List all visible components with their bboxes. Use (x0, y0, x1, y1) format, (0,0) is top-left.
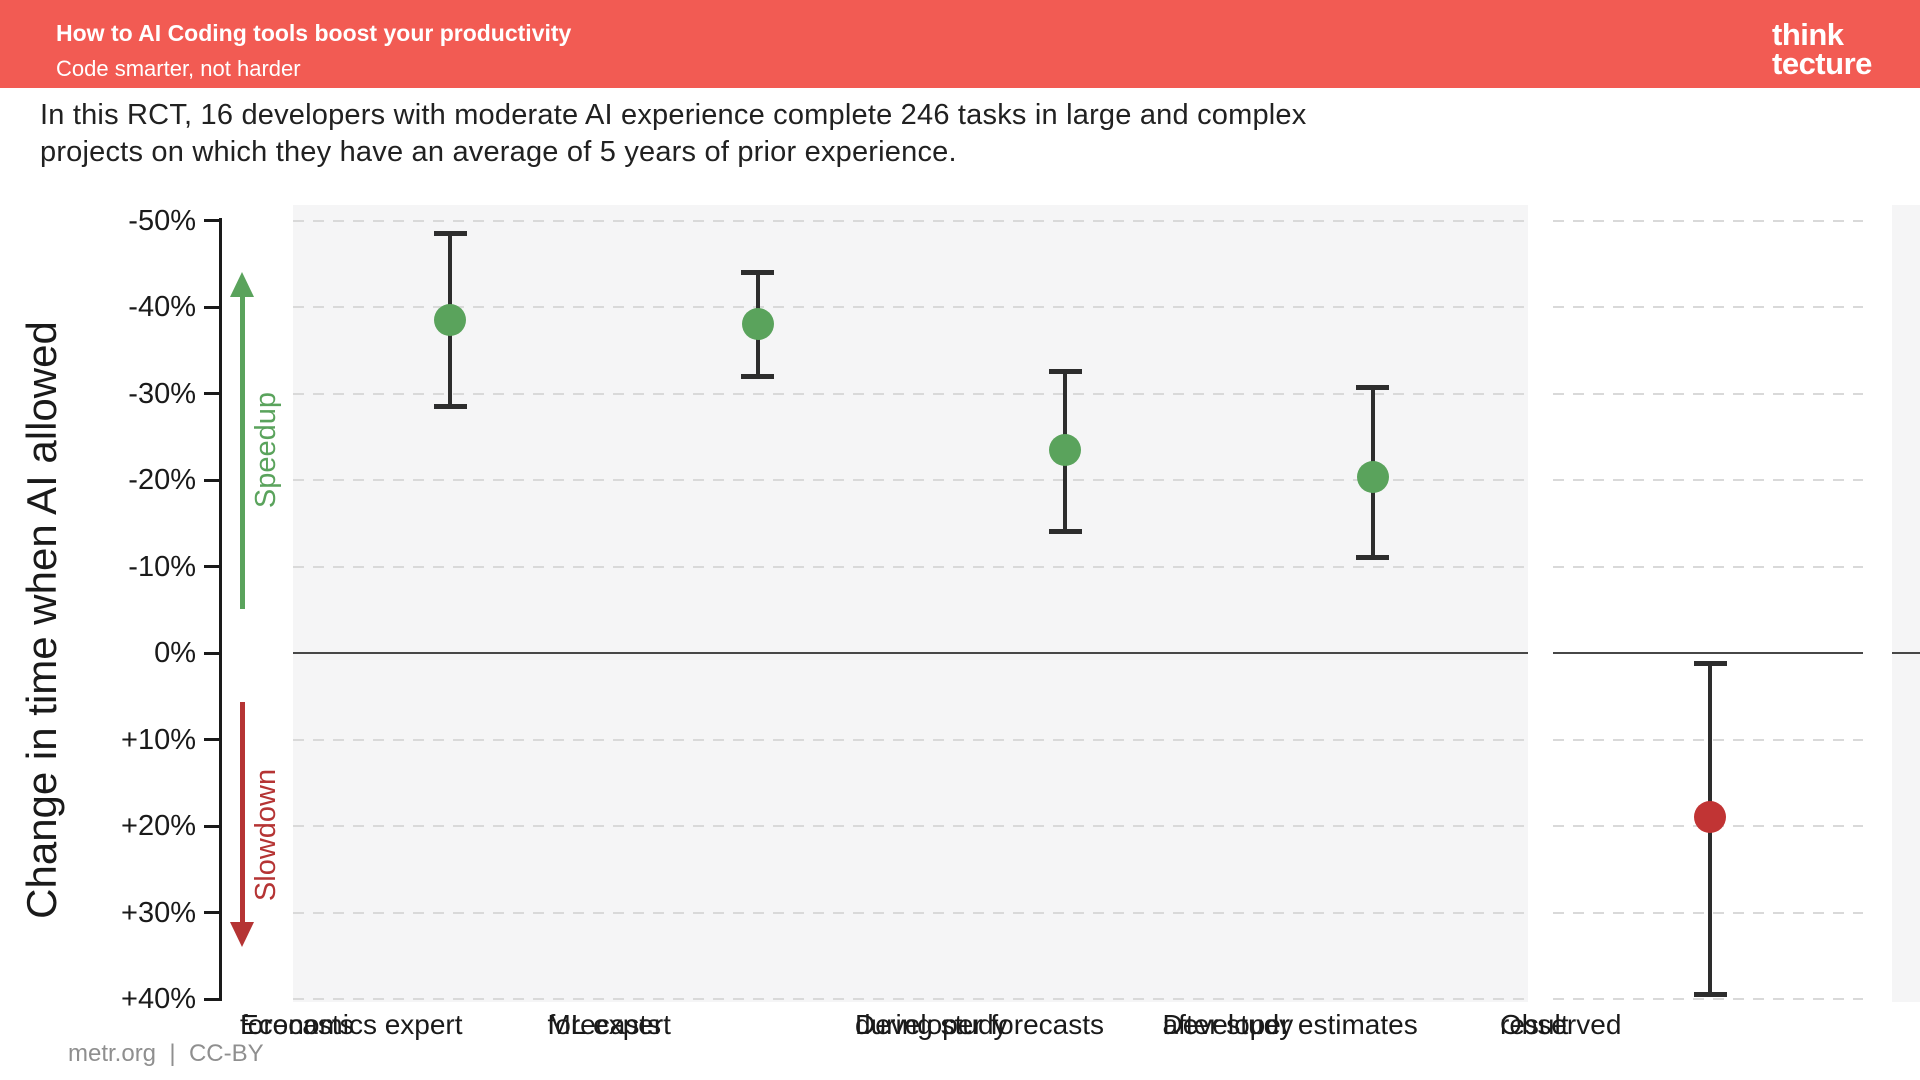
y-axis-tick (204, 478, 220, 482)
y-axis-tick (204, 824, 220, 828)
x-axis-category-label-line: Economics expert (240, 1009, 463, 1040)
zero-line (1553, 652, 1863, 654)
slowdown-label: Slowdown (250, 768, 282, 902)
x-axis-category-label-line: after study (1162, 1009, 1294, 1040)
error-bar-cap-bottom (433, 403, 467, 409)
y-axis-tick-label: -50% (128, 204, 196, 237)
intro-line-1: In this RCT, 16 developers with moderate… (40, 99, 1307, 131)
y-axis-tick (204, 651, 220, 655)
y-axis-tick-label: -20% (128, 464, 196, 496)
gridline (1553, 392, 1863, 395)
intro-text: In this RCT, 16 developers with moderate… (40, 97, 1306, 171)
x-axis-category-label-line: result (1500, 1009, 1569, 1040)
error-bar-cap-bottom (1693, 992, 1727, 998)
data-point-dot (1694, 801, 1726, 834)
data-point-dot (741, 308, 774, 341)
y-axis-tick-label: -10% (128, 550, 196, 583)
gridline (293, 998, 1528, 1000)
error-bar-cap-top (1693, 660, 1727, 666)
y-axis-tick (204, 392, 220, 395)
gridline (293, 738, 1528, 741)
gridline (293, 306, 1528, 308)
x-axis-category-label-line: Observed (1500, 1009, 1622, 1040)
error-bar-cap-top (741, 269, 774, 275)
thinktecture-logo: think tecture (1772, 17, 1872, 81)
zero-line (293, 652, 1528, 654)
x-axis-category-label-line: Developer estimates (1162, 1009, 1418, 1040)
plot-panel-background (293, 205, 1528, 1002)
plot-panel-background (1892, 205, 1920, 1002)
gridline (1553, 479, 1863, 481)
y-axis-tick-label: -40% (128, 291, 196, 323)
gridline (293, 825, 1528, 827)
gridline (293, 479, 1528, 481)
gridline (1553, 998, 1863, 1000)
x-axis-category-label-line: forecasts (240, 1009, 354, 1040)
page-title: How to AI Coding tools boost your produc… (56, 20, 572, 46)
logo-line-2: tecture (1772, 46, 1872, 81)
y-axis-tick-label: +10% (121, 723, 196, 756)
y-axis-tick-label: 0% (154, 637, 196, 669)
speedup-label: Speedup (250, 391, 282, 509)
gridline (1553, 306, 1863, 308)
y-axis-tick (204, 565, 220, 568)
logo-line-1: think (1772, 17, 1844, 52)
error-bar-cap-top (1356, 384, 1389, 390)
x-axis-category-label-line: ML expert (547, 1009, 671, 1040)
gridline (293, 219, 1528, 222)
speedup-arrowhead-icon (230, 272, 254, 297)
y-axis-tick-label: -30% (128, 377, 196, 410)
y-axis-tick (204, 219, 220, 222)
y-axis-tick-label: +40% (121, 983, 196, 1015)
speedup-arrow-line (240, 295, 245, 609)
y-axis-line (219, 218, 222, 1001)
intro-line-2: projects on which they have an average o… (40, 136, 957, 168)
error-bar-cap-bottom (741, 373, 774, 379)
data-point-dot (434, 303, 466, 336)
gridline (293, 392, 1528, 395)
y-axis-tick (204, 911, 220, 914)
error-bar-cap-bottom (1356, 555, 1389, 561)
data-point-dot (1049, 433, 1081, 466)
y-axis-tick-label: +30% (121, 896, 196, 929)
slowdown-arrowhead-icon (230, 922, 254, 947)
gridline (293, 911, 1528, 914)
y-axis-tick-label: +20% (121, 810, 196, 842)
data-point-dot (1356, 461, 1389, 494)
zero-line (1892, 652, 1920, 654)
page-subtitle: Code smarter, not harder (56, 56, 301, 81)
error-bar-cap-top (433, 230, 467, 236)
y-axis-tick (204, 997, 220, 1001)
y-axis-tick (204, 305, 220, 309)
y-axis-tick (204, 738, 220, 741)
error-bar-cap-top (1048, 369, 1082, 375)
x-axis-category-label-line: Developer forecasts (855, 1009, 1105, 1040)
x-axis-category-label-line: during study (855, 1009, 1008, 1040)
gridline (293, 565, 1528, 568)
header-bar: How to AI Coding tools boost your produc… (0, 0, 1920, 88)
gridline (1553, 219, 1863, 222)
error-bar-cap-bottom (1048, 529, 1082, 535)
slowdown-arrow-line (240, 702, 245, 924)
attribution-text: metr.org | CC-BY (68, 1040, 264, 1067)
x-axis-category-label-line: forecasts (547, 1009, 662, 1040)
y-axis-title: Change in time when AI allowed (18, 321, 65, 919)
gridline (1553, 565, 1863, 568)
